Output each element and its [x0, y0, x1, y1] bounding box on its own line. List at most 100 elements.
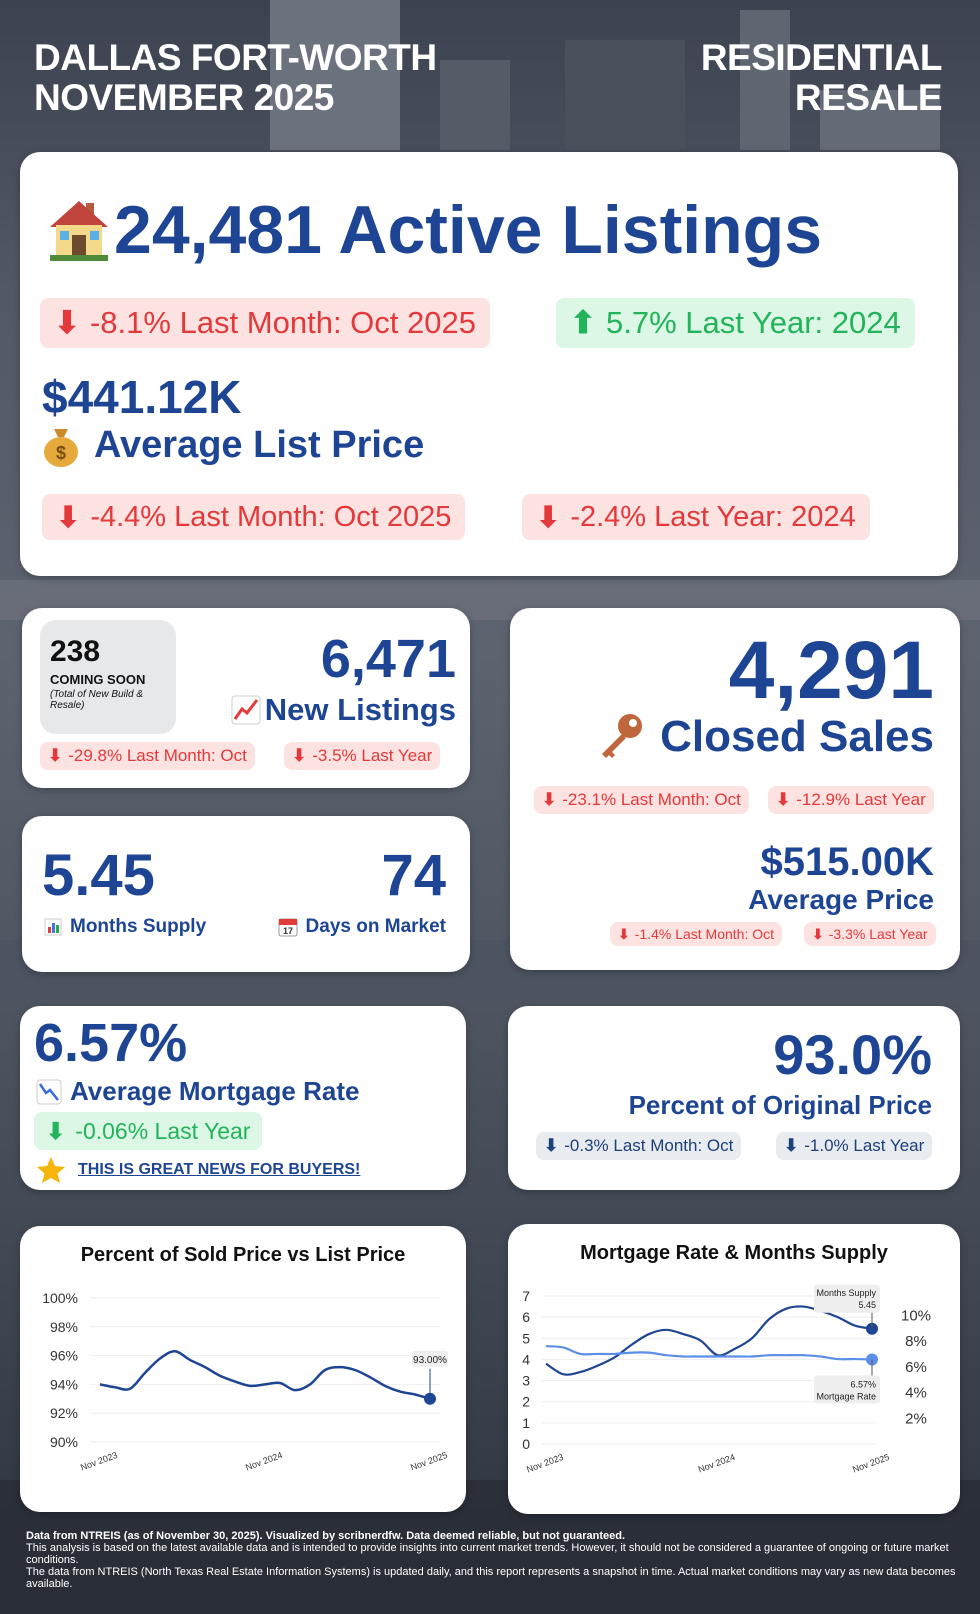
y-left-tick-label: 5 — [522, 1330, 530, 1346]
y-left-tick-label: 4 — [522, 1351, 530, 1367]
series-line-1 — [545, 1345, 873, 1361]
coming-soon-label: COMING SOON — [50, 672, 146, 687]
annotation-box — [814, 1284, 880, 1313]
mortgage-supply-chart: 7 6 5 4 3 2 1 0 10% 8% 6% 4% 2% Months Supply 5.45 6.57… — [522, 1284, 931, 1475]
y-right-tick-label: 8% — [905, 1333, 927, 1350]
money-bag-icon: $ — [44, 428, 78, 467]
footer: Data from NTREIS (as of November 30, 202… — [26, 1530, 966, 1590]
coming-soon-note: (Total of New Build & Resale) — [50, 689, 144, 711]
header-left-line1: DALLAS FORT-WORTH — [34, 37, 437, 78]
closed-month-change: ⬇ -23.1% Last Month: Oct — [534, 786, 749, 814]
months-supply-value: 5.45 — [42, 843, 155, 908]
active-month-change-text: -8.1% Last Month: Oct 2025 — [89, 305, 476, 340]
mortgage-rate-label-text: Average Mortgage Rate — [70, 1076, 360, 1106]
y-left-tick-label: 0 — [522, 1436, 530, 1452]
arrow-down-icon: ⬇ — [784, 1136, 799, 1155]
closed-avg-price-label: Average Price — [748, 884, 934, 915]
new-listings-value: 6,471 — [320, 629, 456, 689]
closed-avg-price-value: $515.00K — [760, 840, 934, 884]
header-left-line2: NOVEMBER 2025 — [34, 77, 334, 118]
last-point-1 — [866, 1353, 878, 1366]
avg-list-price-label: $ Average List Price — [42, 424, 424, 467]
header-right-line2: RESALE — [794, 77, 943, 118]
mortgage-rate-value: 6.57% — [34, 1013, 188, 1073]
header-left: DALLAS FORT-WORTH NOVEMBER 2025 — [34, 38, 437, 118]
mortgage-rate-label: Average Mortgage Rate — [36, 1076, 359, 1107]
avg-list-month-change: ⬇ -4.4% Last Month: Oct 2025 — [42, 494, 466, 540]
arrow-down-icon: ⬇ — [812, 925, 824, 942]
header-right: RESIDENTIAL RESALE — [700, 37, 943, 118]
orig-price-month-change-text: -0.3% Last Month: Oct — [564, 1136, 734, 1155]
arrow-down-icon: ⬇ — [46, 1117, 66, 1144]
star-icon — [37, 1157, 65, 1183]
days-on-market-label: 17 Days on Market — [278, 916, 446, 938]
months-supply-label: Months Supply — [44, 916, 206, 938]
chart-decreasing-icon — [36, 1079, 62, 1104]
y-right-tick-label: 10% — [901, 1307, 931, 1324]
orig-price-year-change: ⬇ -1.0% Last Year — [776, 1132, 933, 1160]
arrow-down-icon: ⬇ — [56, 501, 81, 534]
closed-sales-label: Closed Sales — [596, 712, 934, 762]
y-tick-label: 90% — [50, 1434, 78, 1450]
new-listings-year-change: ⬇ -3.5% Last Year — [284, 742, 441, 770]
header-right-line1: RESIDENTIAL — [700, 37, 943, 78]
days-on-market-value: 74 — [381, 843, 446, 908]
active-month-change: ⬇ -8.1% Last Month: Oct 2025 — [40, 298, 490, 348]
closed-price-year-change: ⬇ -3.3% Last Year — [804, 922, 936, 946]
buyers-news: THIS IS GREAT NEWS FOR BUYERS! — [36, 1156, 360, 1184]
x-tick-label: Nov 2023 — [525, 1452, 565, 1475]
sold-vs-list-chart-card: Percent of Sold Price vs List Price 100%… — [20, 1226, 466, 1512]
y-tick-label: 96% — [50, 1348, 78, 1364]
buyers-news-link[interactable]: THIS IS GREAT NEWS FOR BUYERS! — [78, 1161, 361, 1178]
closed-price-year-change-text: -3.3% Last Year — [828, 926, 928, 942]
arrow-down-icon: ⬇ — [536, 501, 561, 534]
orig-price-label: Percent of Original Price — [628, 1090, 932, 1120]
annotation-box — [814, 1375, 880, 1404]
supply-card: 5.45 74 Months Supply 17 Days on Market — [22, 816, 470, 972]
house-icon — [50, 201, 108, 261]
bar-chart-icon — [44, 918, 62, 936]
new-listings-card: 238 COMING SOON (Total of New Build & Re… — [22, 608, 470, 788]
chart1-title: Percent of Sold Price vs List Price — [80, 1244, 406, 1266]
annotation-value: 5.45 — [858, 1300, 876, 1310]
chart2-title: Mortgage Rate & Months Supply — [580, 1242, 888, 1264]
footer-line2: This analysis is based on the latest ava… — [26, 1542, 949, 1566]
coming-soon-box: 238 COMING SOON (Total of New Build & Re… — [40, 620, 176, 734]
footer-line3: The data from NTREIS (North Texas Real E… — [26, 1566, 956, 1590]
new-listings-year-change-text: -3.5% Last Year — [312, 746, 433, 765]
arrow-down-icon: ⬇ — [292, 746, 307, 765]
active-listings-value: 24,481 Active Listings — [114, 192, 823, 268]
arrow-down-icon: ⬇ — [618, 925, 630, 942]
mortgage-supply-chart-card: Mortgage Rate & Months Supply 7 6 5 4 3 2 1 0 10… — [508, 1224, 960, 1514]
avg-list-price-value: $441.12K — [42, 371, 242, 423]
arrow-down-icon: ⬇ — [54, 305, 80, 340]
days-on-market-label-text: Days on Market — [305, 916, 446, 937]
last-point-0 — [866, 1322, 878, 1335]
x-tick-label: Nov 2024 — [697, 1452, 737, 1475]
active-listings-card: 24,481 Active Listings ⬇ -8.1% Last Mont… — [20, 152, 958, 576]
closed-price-month-change-text: -1.4% Last Month: Oct — [634, 926, 775, 942]
new-listings-month-change-text: -29.8% Last Month: Oct — [68, 746, 247, 765]
arrow-down-icon: ⬇ — [776, 790, 791, 809]
annotation-box — [412, 1350, 448, 1367]
last-point — [424, 1392, 436, 1405]
x-tick-label: Nov 2024 — [244, 1450, 284, 1473]
chart-increasing-icon — [231, 695, 261, 725]
y-tick-label: 92% — [50, 1405, 78, 1421]
key-icon — [602, 714, 643, 758]
annotation-name: Mortgage Rate — [816, 1391, 876, 1401]
avg-list-year-change: ⬇ -2.4% Last Year: 2024 — [522, 494, 870, 540]
footer-line1: Data from NTREIS (as of November 30, 202… — [26, 1530, 626, 1542]
y-right-tick-label: 2% — [905, 1410, 927, 1427]
arrow-down-icon: ⬇ — [544, 1136, 559, 1155]
svg-text:17: 17 — [283, 926, 293, 936]
avg-list-month-change-text: -4.4% Last Month: Oct 2025 — [90, 500, 452, 533]
mortgage-year-change-text: -0.06% Last Year — [75, 1117, 251, 1144]
months-supply-label-text: Months Supply — [70, 916, 207, 937]
active-year-change: ⬆ 5.7% Last Year: 2024 — [556, 298, 915, 348]
y-right-tick-label: 4% — [905, 1385, 927, 1402]
mortgage-card: 6.57% Average Mortgage Rate ⬇ -0.06% Las… — [20, 1006, 466, 1190]
closed-month-change-text: -23.1% Last Month: Oct — [562, 790, 741, 809]
active-year-change-text: 5.7% Last Year: 2024 — [605, 305, 901, 340]
annotation-label: 93.00% — [413, 1355, 447, 1366]
